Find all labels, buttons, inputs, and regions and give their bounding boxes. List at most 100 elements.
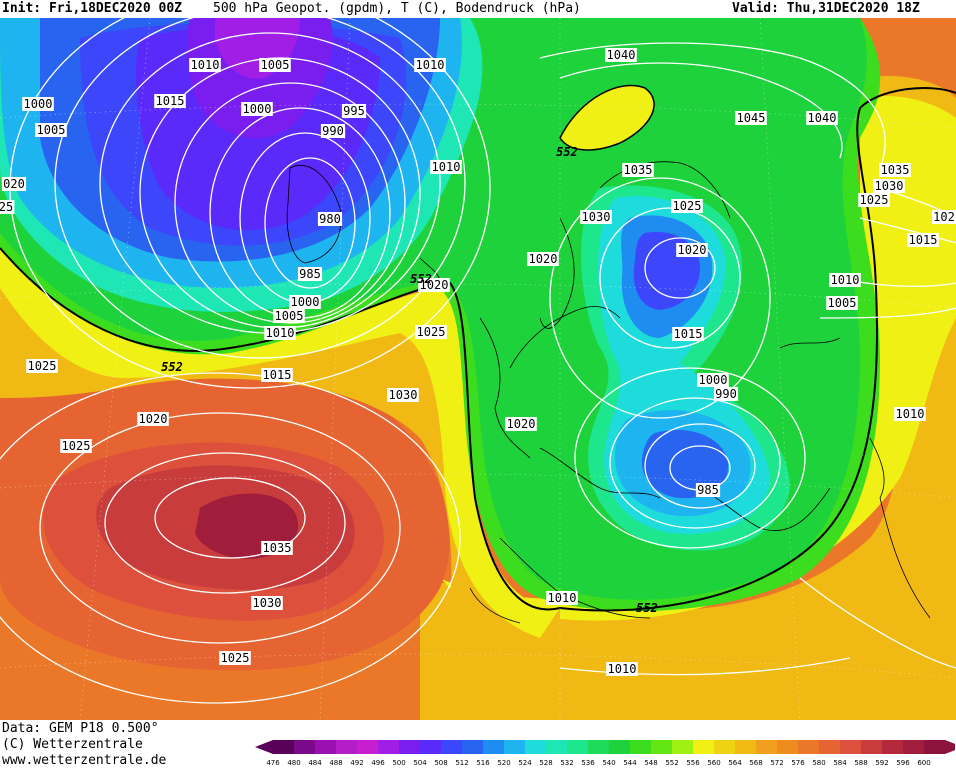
- isobar-label-bg: [60, 439, 92, 453]
- isobar-label: 1010: [831, 273, 860, 287]
- isobar-label: 1025: [673, 199, 702, 213]
- legend-tick-label: 576: [791, 759, 805, 767]
- isobar-label-bg: [695, 483, 721, 497]
- legend-cell: [504, 740, 525, 754]
- isobar-label-bg: [907, 233, 939, 247]
- legend-cell: [588, 740, 609, 754]
- legend-tick-label: 572: [770, 759, 783, 767]
- isobar-label: 1025: [28, 359, 57, 373]
- legend-cell: [378, 740, 399, 754]
- isobar-label-bg: [261, 368, 293, 382]
- isobar-label: 1005: [828, 296, 857, 310]
- isobar-label-bg: [26, 359, 58, 373]
- isobar-label: 1005: [275, 309, 304, 323]
- isobar-label: 1030: [582, 210, 611, 224]
- isobar-label-bg: [605, 48, 637, 62]
- init-time: Init: Fri,18DEC2020 00Z: [2, 1, 183, 16]
- legend-cell: [567, 740, 588, 754]
- west-yellow-band: [0, 248, 560, 638]
- isobar-label-bg: [546, 591, 578, 605]
- isobar-label-bg: [264, 326, 296, 340]
- legend-tick-label: 548: [644, 759, 657, 767]
- isobar-label: 102: [933, 210, 955, 224]
- geopot-labels: 552 552 552 552: [161, 145, 658, 615]
- isobar-label-bg: [137, 412, 169, 426]
- legend-tick-label: 536: [581, 759, 595, 767]
- isobars: [0, 18, 956, 704]
- legend-tick-label: 552: [665, 759, 678, 767]
- isobar-label-bg: [505, 417, 537, 431]
- isobar-label: 1020: [139, 412, 168, 426]
- legend-cell: [777, 740, 798, 754]
- isobar-label-bg: [894, 407, 926, 421]
- legend-cell: [336, 740, 357, 754]
- isobar-label: 1010: [432, 160, 461, 174]
- isobar-label-bg: [251, 596, 283, 610]
- isobar-label-bg: [713, 387, 739, 401]
- isobar-label-bg: [154, 94, 186, 108]
- isobar-label: 985: [697, 483, 719, 497]
- legend-tick-label: 528: [539, 759, 552, 767]
- legend-tick-label: 512: [455, 759, 468, 767]
- legend-tick-label: 556: [686, 759, 700, 767]
- map-header: Init: Fri,18DEC2020 00Z 500 hPa Geopot. …: [0, 0, 956, 18]
- legend-tick-label: 516: [476, 759, 490, 767]
- isobar-label-bg: [430, 160, 462, 174]
- isobar-label-bg: [527, 252, 559, 266]
- legend-tick-label: 584: [833, 759, 847, 767]
- isobar-label-bg: [259, 58, 291, 72]
- legend-tick-label: 496: [371, 759, 385, 767]
- isobar-label: 1035: [263, 541, 292, 555]
- isobar-label: 1025: [221, 651, 250, 665]
- isobar-label: 1010: [266, 326, 295, 340]
- isobar-label-bg: [261, 541, 293, 555]
- isobar-label: 1015: [909, 233, 938, 247]
- isobar-label: 1010: [548, 591, 577, 605]
- legend-tick-label: 564: [728, 759, 742, 767]
- isobar-label: 1025: [860, 193, 889, 207]
- legend-cell: [315, 740, 336, 754]
- legend-cell: [672, 740, 693, 754]
- coastlines: [286, 161, 931, 624]
- isobar-label-bg: [606, 662, 638, 676]
- legend-cell: [420, 740, 441, 754]
- legend-cell: [630, 740, 651, 754]
- isobar-label-bg: [676, 243, 708, 257]
- isobar-label-bg: [289, 295, 321, 309]
- isobar-label-bg: [22, 97, 54, 111]
- isobar-label: 1010: [191, 58, 220, 72]
- website-link[interactable]: www.wetterzentrale.de: [2, 753, 167, 768]
- legend-cell: [294, 740, 315, 754]
- isobar-label: 990: [715, 387, 737, 401]
- isobar-label-bg: [931, 210, 956, 224]
- legend-cell: [483, 740, 504, 754]
- legend-tick-label: 476: [266, 759, 280, 767]
- isobar-label: 1030: [389, 388, 418, 402]
- legend-cell: [756, 740, 777, 754]
- isobar-label-bg: [387, 388, 419, 402]
- isobar-label: 1045: [737, 111, 766, 125]
- legend-cell: [273, 740, 294, 754]
- legend-cell: [798, 740, 819, 754]
- isobar-label-bg: [219, 651, 251, 665]
- isobar-label: 1040: [607, 48, 636, 62]
- isobar-label-bg: [672, 327, 704, 341]
- geopot-552-loop: [559, 84, 655, 151]
- legend-cell: [840, 740, 861, 754]
- copyright: (C) Wetterzentrale: [2, 737, 143, 752]
- legend-cell: [819, 740, 840, 754]
- isobar-label-bg: [622, 163, 654, 177]
- isobar-label-bg: [35, 123, 67, 137]
- isobar-label: 1015: [263, 368, 292, 382]
- legend-tick-label: 532: [560, 759, 573, 767]
- isobar-label: 1040: [808, 111, 837, 125]
- legend-cell: [609, 740, 630, 754]
- legend-tick-label: 484: [308, 759, 322, 767]
- isobar-label: 1000: [291, 295, 320, 309]
- isobar-label-bg: [873, 179, 905, 193]
- legend-tick-label: 588: [854, 759, 867, 767]
- legend-tick-label: 592: [875, 759, 888, 767]
- isobar-label: 020: [3, 177, 25, 191]
